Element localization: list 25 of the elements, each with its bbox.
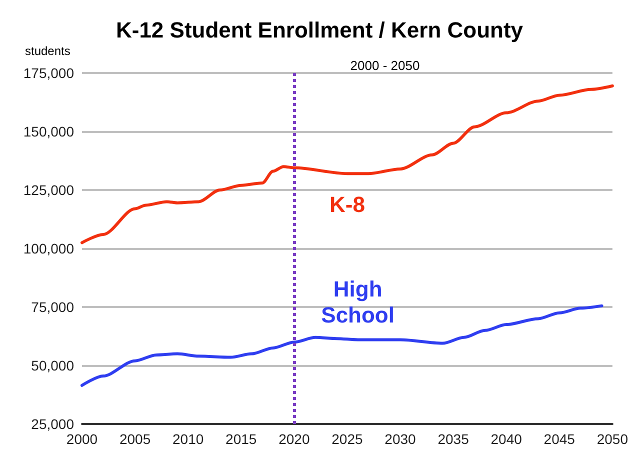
y-tick-label: 75,000 xyxy=(31,299,74,315)
x-tick-label: 2035 xyxy=(438,431,470,447)
x-tick-label: 2020 xyxy=(278,431,310,447)
x-tick-label: 2015 xyxy=(226,431,257,447)
y-tick-label: 125,000 xyxy=(23,182,74,198)
series-label: High School xyxy=(321,276,394,328)
chart-subtitle: 2000 - 2050 xyxy=(350,58,420,73)
line-series xyxy=(80,84,614,244)
x-tick-label: 2025 xyxy=(332,431,363,447)
y-axis-title: students xyxy=(25,44,70,58)
chart-title: K-12 Student Enrollment / Kern County xyxy=(116,18,524,42)
y-tick-label: 150,000 xyxy=(23,124,74,140)
series-label: K-8 xyxy=(329,192,365,218)
x-tick-label: 2030 xyxy=(384,431,416,447)
x-tick-label: 2050 xyxy=(596,431,628,447)
x-tick-label: 2040 xyxy=(490,431,522,447)
line-series xyxy=(80,304,604,387)
y-tick-label: 100,000 xyxy=(23,240,74,256)
y-tick-label: 25,000 xyxy=(31,416,74,432)
y-tick-label: 50,000 xyxy=(31,358,74,374)
y-tick-label: 175,000 xyxy=(23,65,74,81)
x-tick-label: 2045 xyxy=(544,431,576,447)
x-tick-label: 2000 xyxy=(66,431,98,447)
x-tick-label: 2010 xyxy=(172,431,204,447)
x-tick-label: 2005 xyxy=(119,431,151,447)
